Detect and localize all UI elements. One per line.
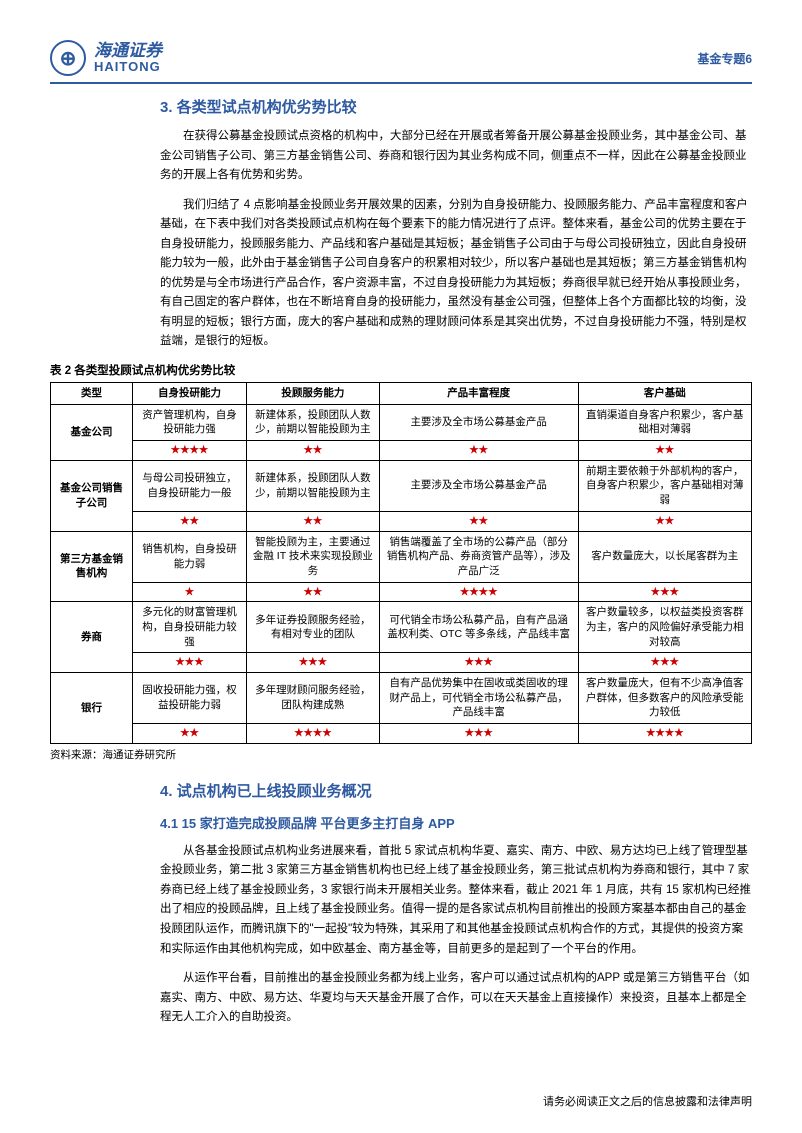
- th-client: 客户基础: [578, 383, 751, 405]
- table-cell: 前期主要依赖于外部机构的客户，自身客户积累少，客户基础相对薄弱: [578, 460, 751, 511]
- comparison-table: 类型 自身投研能力 投顾服务能力 产品丰富程度 客户基础 基金公司资产管理机构，…: [50, 382, 752, 744]
- row-label: 银行: [51, 673, 133, 744]
- section3-title: 3. 各类型试点机构优劣势比较: [160, 96, 752, 117]
- th-type: 类型: [51, 383, 133, 405]
- table-row: 银行固收投研能力强，权益投研能力弱多年理财顾问服务经验，团队构建成熟自有产品优势…: [51, 673, 752, 724]
- table-row: 基金公司销售子公司与母公司投研独立，自身投研能力一般新建体系，投顾团队人数少，前…: [51, 460, 752, 511]
- logo-icon: ⊕: [50, 40, 86, 76]
- row-label: 券商: [51, 602, 133, 673]
- section3-p2: 我们归结了 4 点影响基金投顾业务开展效果的因素，分别为自身投研能力、投顾服务能…: [160, 196, 752, 352]
- th-product: 产品丰富程度: [379, 383, 578, 405]
- header-corner: 基金专题6: [697, 50, 752, 67]
- star-row: ★★★★★★★★: [51, 511, 752, 531]
- th-research: 自身投研能力: [133, 383, 247, 405]
- table-cell: 客户数量庞大，以长尾客群为主: [578, 531, 751, 582]
- star-row: ★★★★★★★★★★: [51, 441, 752, 461]
- footer-disclaimer: 请务必阅读正文之后的信息披露和法律声明: [543, 1093, 752, 1109]
- row-label: 基金公司: [51, 404, 133, 460]
- row-label: 第三方基金销售机构: [51, 531, 133, 602]
- star-cell: ★★: [578, 511, 751, 531]
- star-cell: ★★★: [133, 653, 247, 673]
- star-cell: ★★: [133, 511, 247, 531]
- table-row: 第三方基金销售机构销售机构，自身投研能力弱智能投顾为主，主要通过金融 IT 技术…: [51, 531, 752, 582]
- page-header: ⊕ 海通证券 HAITONG 基金专题6: [50, 40, 752, 84]
- table-cell: 直销渠道自身客户积累少，客户基础相对薄弱: [578, 404, 751, 440]
- logo-cn: 海通证券: [94, 42, 162, 61]
- section3-p1: 在获得公募基金投顾试点资格的机构中，大部分已经在开展或者筹备开展公募基金投顾业务…: [160, 127, 752, 186]
- star-cell: ★★: [133, 724, 247, 744]
- star-cell: ★★: [379, 511, 578, 531]
- table-cell: 销售机构，自身投研能力弱: [133, 531, 247, 582]
- star-cell: ★★★★: [379, 582, 578, 602]
- table-cell: 固收投研能力强，权益投研能力弱: [133, 673, 247, 724]
- table-cell: 新建体系，投顾团队人数少，前期以智能投顾为主: [247, 404, 380, 440]
- star-cell: ★★: [578, 441, 751, 461]
- star-row: ★★★★★★★★★★★★★: [51, 724, 752, 744]
- section4-title: 4. 试点机构已上线投顾业务概况: [160, 780, 752, 801]
- th-service: 投顾服务能力: [247, 383, 380, 405]
- table-row: 基金公司资产管理机构，自身投研能力强新建体系，投顾团队人数少，前期以智能投顾为主…: [51, 404, 752, 440]
- table-cell: 与母公司投研独立，自身投研能力一般: [133, 460, 247, 511]
- section4-p1: 从各基金投顾试点机构业务进展来看，首批 5 家试点机构华夏、嘉实、南方、中欧、易…: [160, 842, 752, 959]
- logo-area: ⊕ 海通证券 HAITONG: [50, 40, 162, 76]
- table-cell: 新建体系，投顾团队人数少，前期以智能投顾为主: [247, 460, 380, 511]
- star-cell: ★★★: [578, 582, 751, 602]
- star-cell: ★★: [379, 441, 578, 461]
- table-cell: 客户数量较多，以权益类投资客群为主，客户的风险偏好承受能力相对较高: [578, 602, 751, 653]
- star-cell: ★★★★: [578, 724, 751, 744]
- section4-sub: 4.1 15 家打造完成投顾品牌 平台更多主打自身 APP: [160, 813, 752, 832]
- star-cell: ★★: [247, 511, 380, 531]
- star-row: ★★★★★★★★★★: [51, 582, 752, 602]
- table-source: 资料来源：海通证券研究所: [50, 747, 752, 762]
- star-cell: ★★★: [379, 724, 578, 744]
- table-title: 表 2 各类型投顾试点机构优劣势比较: [50, 362, 752, 378]
- star-cell: ★: [133, 582, 247, 602]
- star-cell: ★★★: [379, 653, 578, 673]
- section4-p2: 从运作平台看，目前推出的基金投顾业务都为线上业务，客户可以通过试点机构的APP …: [160, 969, 752, 1028]
- star-row: ★★★★★★★★★★★★: [51, 653, 752, 673]
- row-label: 基金公司销售子公司: [51, 460, 133, 531]
- table-cell: 多年理财顾问服务经验，团队构建成熟: [247, 673, 380, 724]
- table-row: 券商多元化的财富管理机构，自身投研能力较强多年证券投顾服务经验，有相对专业的团队…: [51, 602, 752, 653]
- star-cell: ★★★★: [247, 724, 380, 744]
- logo-en: HAITONG: [94, 60, 162, 74]
- table-cell: 客户数量庞大，但有不少高净值客户群体，但多数客户的风险承受能力较低: [578, 673, 751, 724]
- table-cell: 主要涉及全市场公募基金产品: [379, 404, 578, 440]
- star-cell: ★★: [247, 441, 380, 461]
- table-cell: 自有产品优势集中在固收或类固收的理财产品上，可代销全市场公私募产品，产品线丰富: [379, 673, 578, 724]
- table-cell: 智能投顾为主，主要通过金融 IT 技术来实现投顾业务: [247, 531, 380, 582]
- star-cell: ★★★★: [133, 441, 247, 461]
- star-cell: ★★★: [247, 653, 380, 673]
- table-cell: 可代销全市场公私募产品，自有产品涵盖权利类、OTC 等多条线，产品线丰富: [379, 602, 578, 653]
- table-cell: 主要涉及全市场公募基金产品: [379, 460, 578, 511]
- table-cell: 销售端覆盖了全市场的公募产品（部分销售机构产品、券商资管产品等），涉及产品广泛: [379, 531, 578, 582]
- table-cell: 多年证券投顾服务经验，有相对专业的团队: [247, 602, 380, 653]
- table-header-row: 类型 自身投研能力 投顾服务能力 产品丰富程度 客户基础: [51, 383, 752, 405]
- star-cell: ★★: [247, 582, 380, 602]
- star-cell: ★★★: [578, 653, 751, 673]
- table-cell: 资产管理机构，自身投研能力强: [133, 404, 247, 440]
- table-cell: 多元化的财富管理机构，自身投研能力较强: [133, 602, 247, 653]
